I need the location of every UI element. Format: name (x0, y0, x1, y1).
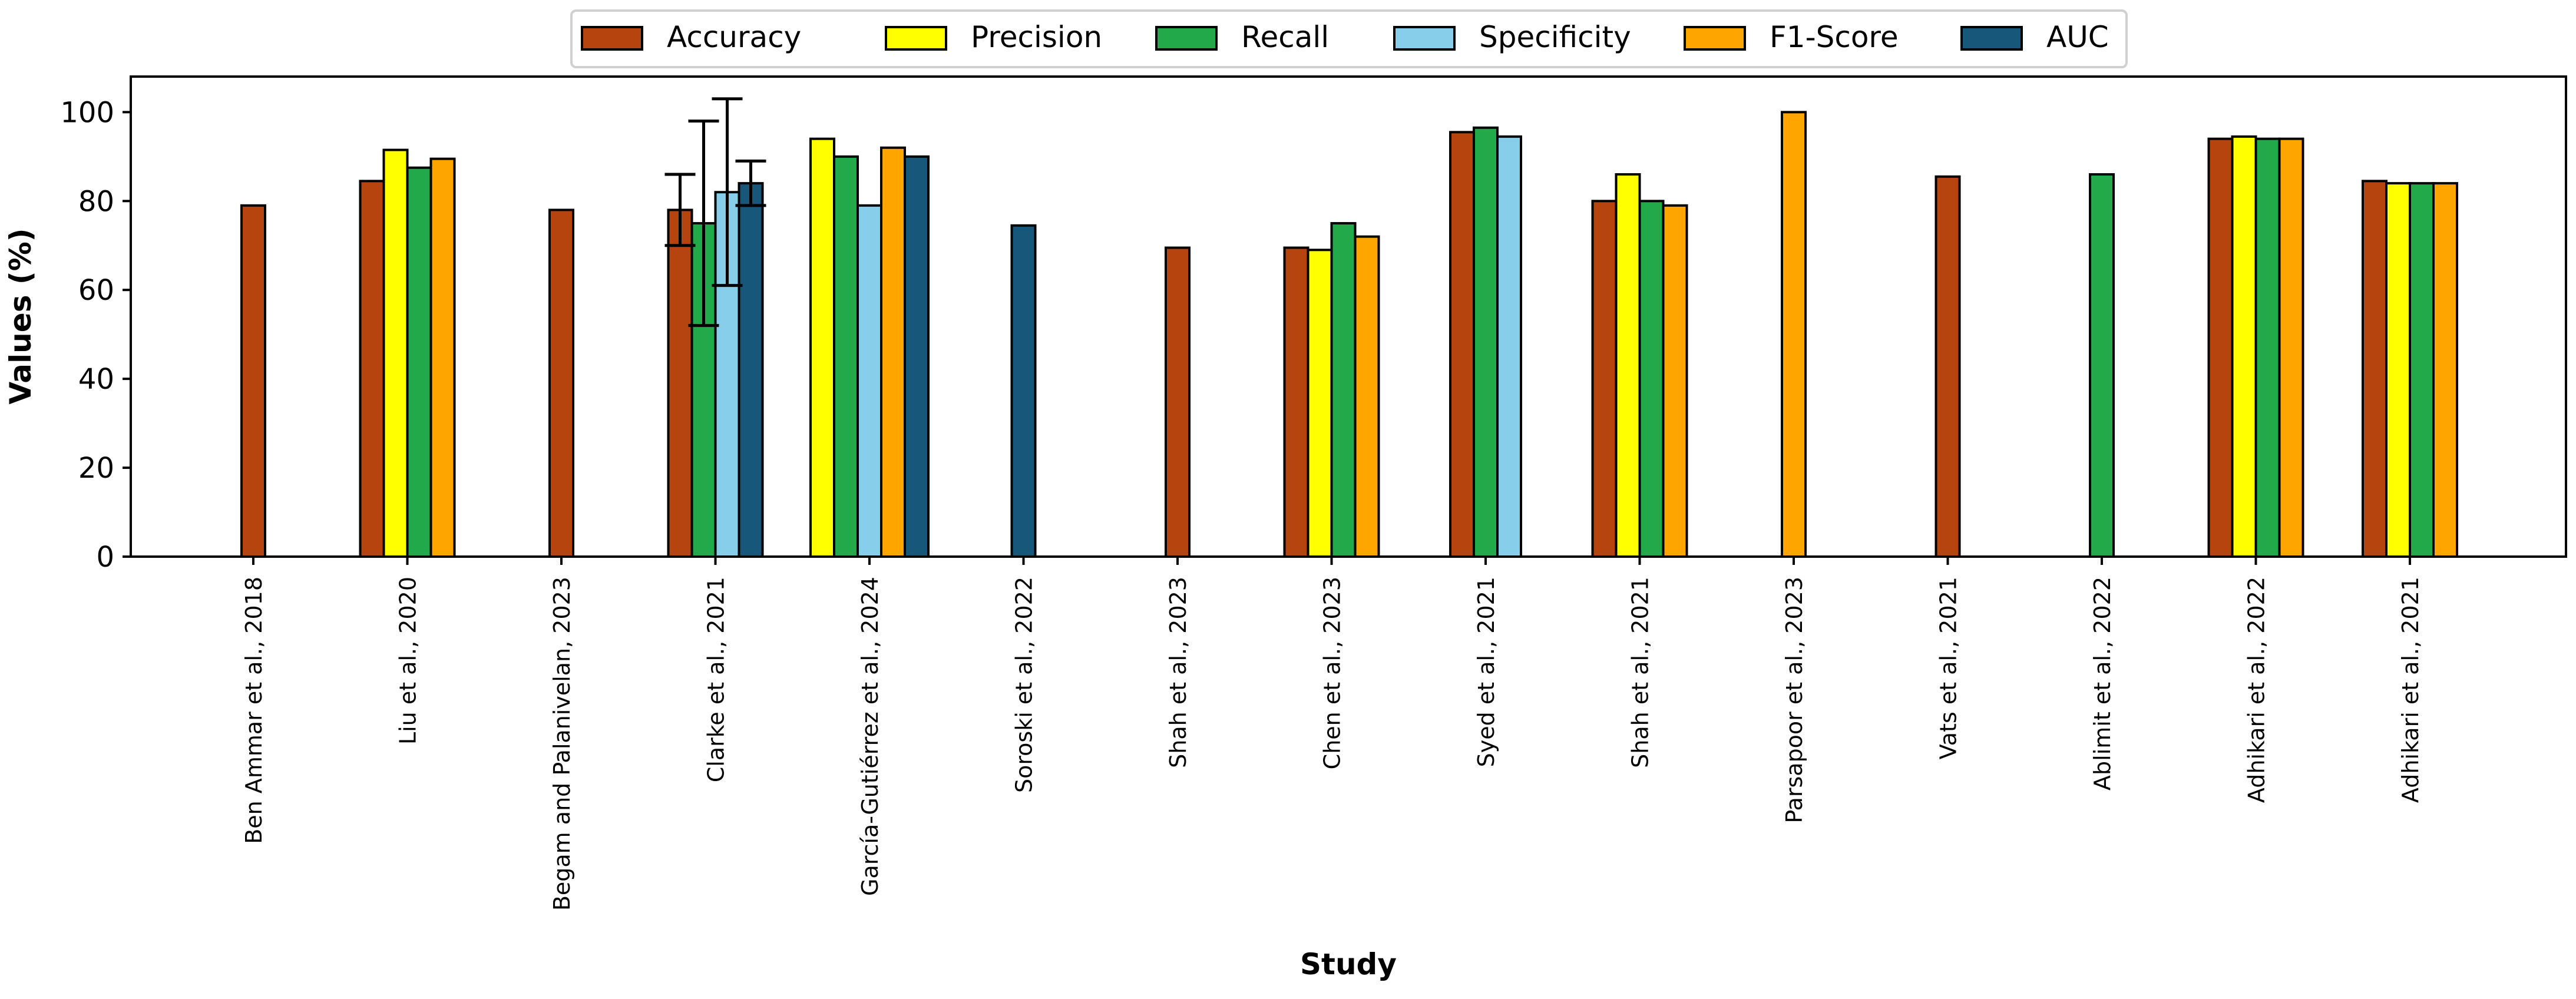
legend-label-specificity: Specificity (1479, 20, 1631, 54)
legend-swatch-accuracy (581, 26, 643, 51)
x-tick-label-0: Ben Ammar et al., 2018 (241, 577, 267, 844)
bar-f1-score-10 (1781, 111, 1807, 558)
y-tick-label-0: 0 (96, 541, 114, 574)
legend-swatch-auc (1960, 26, 2023, 51)
legend-label-recall: Recall (1241, 20, 1329, 54)
bar-accuracy-8 (1449, 131, 1475, 558)
bar-f1-score-1 (429, 157, 456, 558)
y-tick-label-4: 80 (78, 185, 114, 218)
x-tick-label-2: Begam and Palanivelan, 2023 (549, 577, 575, 911)
bar-f1-score-9 (1662, 204, 1688, 558)
bar-accuracy-2 (548, 209, 574, 558)
bar-auc-5 (1010, 224, 1037, 558)
bar-precision-13 (2231, 135, 2257, 558)
bar-recall-9 (1638, 200, 1665, 558)
bar-accuracy-0 (240, 204, 266, 558)
y-axis-label: Values (%) (4, 228, 38, 404)
bar-specificity-4 (857, 204, 882, 558)
bar-auc-4 (904, 155, 930, 558)
legend-label-accuracy: Accuracy (667, 20, 801, 54)
bar-recall-4 (833, 155, 859, 558)
bar-precision-14 (2385, 182, 2411, 558)
bar-recall-7 (1330, 222, 1357, 558)
x-tick-label-8: Syed et al., 2021 (1473, 577, 1499, 767)
bar-specificity-8 (1496, 135, 1522, 558)
x-tick-label-14: Adhikari et al., 2021 (2398, 577, 2423, 803)
bar-f1-score-4 (880, 146, 906, 558)
bar-recall-14 (2409, 182, 2435, 558)
bar-f1-score-7 (1354, 235, 1380, 558)
bars-layer (240, 111, 2458, 558)
bar-accuracy-13 (2207, 137, 2234, 558)
legend-swatch-f1-score (1684, 26, 1746, 51)
x-tick-label-5: Soroski et al., 2022 (1011, 577, 1037, 793)
legend-swatch-precision (885, 26, 947, 51)
x-axis: Ben Ammar et al., 2018 Liu et al., 2020 Be… (241, 557, 2423, 911)
legend-swatch-recall (1155, 26, 1218, 51)
bar-precision-1 (382, 148, 409, 558)
x-tick-label-4: García-Gutiérrez et al., 2024 (857, 577, 883, 896)
x-tick-label-11: Vats et al., 2021 (1936, 577, 1962, 759)
bar-precision-4 (809, 137, 835, 558)
legend-label-f1-score: F1-Score (1770, 20, 1899, 54)
y-tick-label-2: 40 (78, 363, 114, 396)
bar-recall-1 (406, 166, 432, 558)
bar-accuracy-9 (1591, 200, 1618, 558)
x-tick-label-13: Adhikari et al., 2022 (2244, 577, 2270, 803)
x-tick-label-3: Clarke et al., 2021 (703, 577, 729, 782)
bar-f1-score-14 (2432, 182, 2458, 558)
legend-label-precision: Precision (971, 20, 1102, 54)
bar-accuracy-7 (1283, 246, 1310, 558)
y-tick-label-5: 100 (60, 96, 114, 129)
legend-label-auc: AUC (2046, 20, 2109, 54)
legend-swatch-specificity (1393, 26, 1456, 51)
bar-accuracy-6 (1165, 246, 1191, 558)
bar-precision-7 (1307, 249, 1333, 558)
error-bars-layer (664, 97, 766, 328)
x-axis-label: Study (1300, 947, 1397, 981)
legend: Accuracy Precision Recall Specificity F1-Sco… (570, 9, 2128, 68)
x-tick-label-12: Ablimit et al., 2022 (2089, 577, 2115, 790)
y-tick-label-1: 20 (78, 452, 114, 485)
bar-accuracy-11 (1935, 175, 1961, 558)
bar-auc-3 (738, 182, 764, 558)
bar-recall-13 (2254, 137, 2281, 558)
bar-accuracy-3 (667, 209, 693, 558)
bar-recall-8 (1473, 126, 1499, 558)
plot-frame (130, 75, 2567, 558)
x-tick-label-6: Shah et al., 2023 (1165, 577, 1191, 768)
bar-f1-score-13 (2278, 137, 2304, 558)
legend-frame (570, 9, 2128, 68)
x-tick-label-9: Shah et al., 2021 (1628, 577, 1654, 768)
x-tick-label-10: Parsapoor et al., 2023 (1781, 577, 1807, 823)
bar-recall-12 (2089, 173, 2115, 558)
bar-accuracy-1 (359, 180, 385, 558)
x-tick-label-1: Liu et al., 2020 (395, 577, 421, 745)
y-tick-label-3: 60 (78, 274, 114, 307)
bar-accuracy-14 (2362, 180, 2387, 558)
y-axis: 0 20 40 60 80 100 (60, 96, 131, 574)
bar-precision-9 (1615, 173, 1641, 558)
x-tick-label-7: Chen et al., 2023 (1320, 577, 1345, 769)
